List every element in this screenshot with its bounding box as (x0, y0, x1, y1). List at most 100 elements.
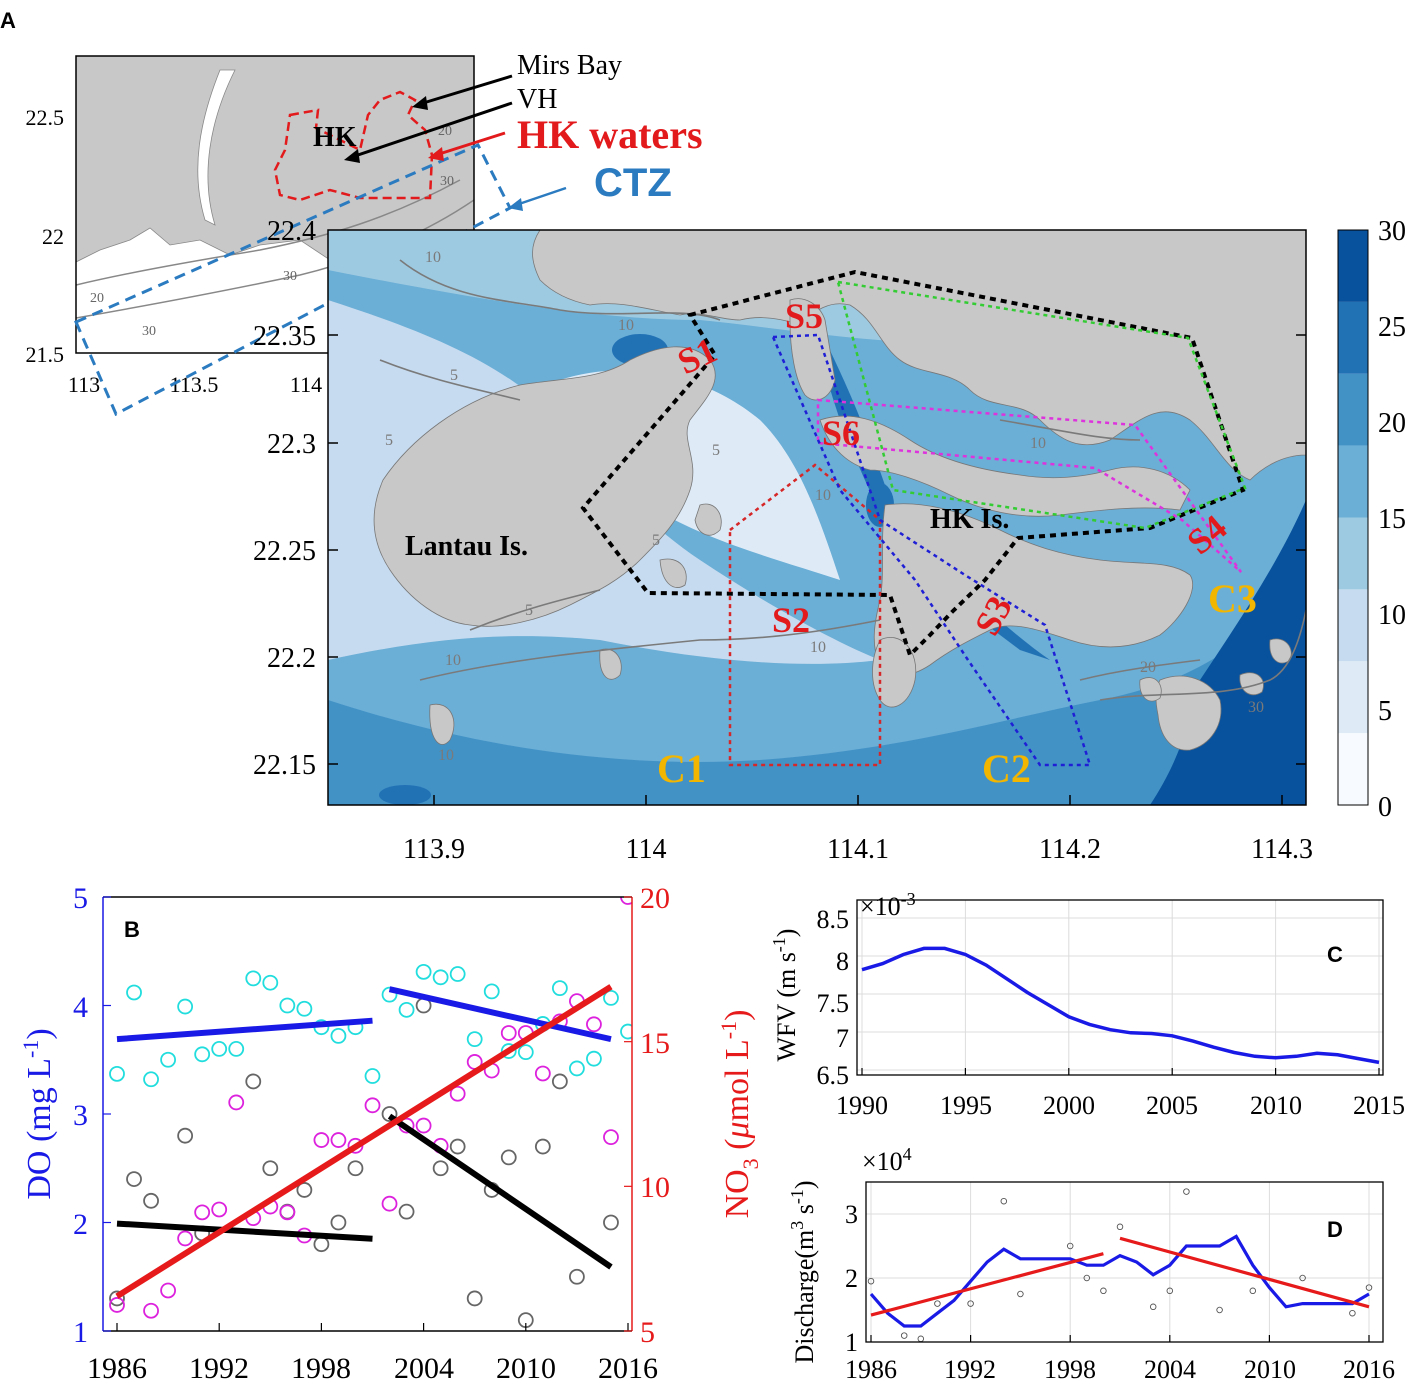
annotation-arrows (344, 74, 567, 211)
b-data-point (500, 1149, 517, 1166)
c-x-tick: 1990 (836, 1091, 888, 1120)
c-y-tick: 6.5 (817, 1061, 850, 1090)
d-data-point (1116, 1223, 1124, 1231)
colorbar-tick: 10 (1378, 600, 1406, 631)
zone-c3-label: C3 (1208, 576, 1257, 621)
peng-chau (694, 503, 722, 536)
b-data-point (330, 1214, 347, 1231)
d-y-tick: 1 (845, 1328, 858, 1357)
contour-label: 30 (1248, 699, 1264, 716)
inset-contour-20 (76, 179, 461, 286)
d-data-point (900, 1332, 908, 1339)
colorbar-cell (1338, 517, 1368, 590)
map-x-tick: 114.2 (1039, 834, 1101, 865)
b-data-point (398, 1203, 415, 1220)
d-x-tick: 2004 (1144, 1355, 1196, 1384)
depth-contours (379, 259, 1306, 701)
b-data-point (603, 1129, 619, 1146)
map-y-tick: 22.3 (267, 429, 316, 460)
islet-5 (429, 703, 455, 745)
panel-b-letter: B (124, 917, 140, 942)
b-trend-line (387, 1113, 613, 1270)
map-y-tick: 22.25 (253, 536, 316, 567)
b-data-point (364, 1097, 381, 1114)
b-data-point (534, 1138, 551, 1155)
b-data-point (500, 1025, 517, 1041)
panel-c: C ×10-3 8.5 8 7.5 7 6.5 1990 1995 2000 2… (769, 889, 1405, 1120)
contour-label: 5 (525, 602, 533, 619)
b-data-point (364, 1068, 381, 1084)
colorbar-cell (1338, 230, 1368, 302)
b-data-point (347, 1160, 364, 1177)
b-data-point (330, 1132, 347, 1148)
colorbar: 30 25 20 15 10 5 0 (1337, 216, 1406, 823)
panel-c-letter: C (1327, 942, 1343, 967)
b-data-point (330, 1027, 347, 1044)
b-right-axis-label: NO3 (μmol L-1) (716, 1010, 763, 1219)
d-data-point (1216, 1306, 1223, 1314)
inset-y-tick: 22 (42, 224, 64, 249)
c-x-tick: 2010 (1250, 1091, 1302, 1120)
b-data-point (109, 1290, 125, 1307)
inset-y-tick: 22.5 (26, 105, 65, 130)
b-data-point (279, 997, 296, 1014)
c1-polygon (728, 463, 882, 767)
contour-label: 10 (618, 317, 634, 334)
b-x-tick: 2004 (394, 1352, 454, 1385)
contour-label: 10 (810, 639, 826, 656)
b-data-point (586, 1050, 602, 1067)
b-trend-line (116, 1017, 373, 1043)
b-data-point (211, 1201, 228, 1218)
colorbar-cell (1338, 661, 1368, 734)
d-x-tick: 1998 (1044, 1355, 1096, 1384)
b-data-point (620, 897, 632, 905)
kowloon-peninsula (819, 415, 1191, 517)
b-data-point (228, 1094, 245, 1111)
map-y-tick: 22.2 (267, 643, 316, 674)
contour-label: 5 (652, 532, 660, 549)
map-y-tick: 22.4 (267, 216, 316, 247)
b-data-point (143, 1192, 159, 1209)
map-x-tick: 114.3 (1251, 834, 1313, 865)
colorbar-cell (1338, 445, 1368, 518)
b-left-axis-label: DO (mg L-1) (18, 1028, 58, 1199)
d-data-point (1100, 1287, 1107, 1295)
d-trend-line (870, 1252, 1104, 1317)
b-data-point (603, 990, 619, 1006)
d-data-point (1066, 1242, 1074, 1250)
contour-5-west (379, 359, 521, 401)
d-x-tick: 2010 (1244, 1355, 1296, 1384)
contour-10-south (419, 619, 881, 681)
c-series-line (861, 946, 1380, 1065)
b-trend-line (115, 984, 613, 1299)
contour-label: 10 (1030, 435, 1046, 452)
contour-label: 5 (712, 442, 720, 459)
d-data-point (1249, 1287, 1257, 1295)
b-data-point (603, 1214, 619, 1231)
islet-4 (599, 648, 622, 680)
b-data-point (211, 1041, 228, 1057)
b-data-point (109, 1297, 125, 1313)
contour-10-north (399, 259, 721, 321)
islet-3 (1239, 672, 1264, 696)
d-data-point (1000, 1197, 1008, 1205)
contour-label: 5 (450, 367, 458, 384)
contour-label: 20 (1140, 659, 1156, 676)
b-data-point (449, 966, 466, 982)
panel-b: B 5 4 3 2 1 20 15 10 5 1986 1992 1998 20… (18, 882, 763, 1385)
d-x-tick: 1992 (944, 1355, 996, 1384)
c-x-tick: 2015 (1353, 1091, 1405, 1120)
colorbar-tick: 5 (1378, 696, 1392, 727)
panel-d-letter: D (1327, 1217, 1343, 1242)
b-trend-line (116, 1220, 373, 1242)
station-s5-label: S5 (785, 296, 823, 336)
c-scale-label: ×10-3 (860, 889, 916, 921)
b-data-point (500, 1043, 517, 1059)
b-x-tick: 2016 (598, 1352, 658, 1385)
inset-contour-label: 30 (142, 324, 156, 339)
c-y-tick: 8 (836, 947, 849, 976)
panel-d: D ×104 3 2 1 1986 1992 1998 2004 2010 20… (787, 1144, 1395, 1384)
map-y-tick: 22.15 (253, 750, 316, 781)
b-data-point (160, 1051, 177, 1068)
d-data-point (867, 1277, 875, 1285)
